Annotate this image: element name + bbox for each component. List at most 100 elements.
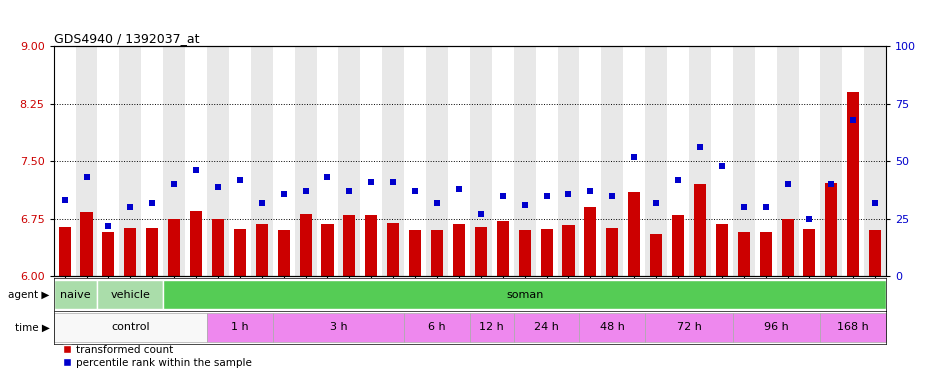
Bar xyxy=(689,46,711,276)
Bar xyxy=(711,46,733,276)
Bar xyxy=(76,46,97,276)
Bar xyxy=(798,46,820,276)
Text: 1 h: 1 h xyxy=(231,322,249,333)
Text: 3 h: 3 h xyxy=(329,322,347,333)
Bar xyxy=(755,46,777,276)
FancyBboxPatch shape xyxy=(54,313,207,342)
FancyBboxPatch shape xyxy=(163,280,886,310)
Bar xyxy=(234,229,246,276)
Point xyxy=(693,144,708,151)
Bar xyxy=(163,46,185,276)
Bar xyxy=(228,46,251,276)
Bar xyxy=(54,46,76,276)
Bar xyxy=(820,46,843,276)
Text: control: control xyxy=(111,322,150,333)
Text: 12 h: 12 h xyxy=(479,322,504,333)
Bar xyxy=(667,46,689,276)
Point xyxy=(429,200,444,206)
Point xyxy=(320,174,335,180)
Bar xyxy=(365,215,377,276)
Point xyxy=(561,190,576,197)
Bar xyxy=(142,46,163,276)
Point xyxy=(232,177,247,183)
FancyBboxPatch shape xyxy=(820,313,886,342)
Point xyxy=(648,200,663,206)
FancyBboxPatch shape xyxy=(579,313,645,342)
Point xyxy=(101,223,116,229)
Bar xyxy=(694,184,706,276)
Point xyxy=(496,193,511,199)
Bar xyxy=(562,225,574,276)
Point xyxy=(605,193,620,199)
Text: 6 h: 6 h xyxy=(428,322,446,333)
Bar xyxy=(361,46,382,276)
Point xyxy=(123,204,138,210)
FancyBboxPatch shape xyxy=(645,313,733,342)
Bar xyxy=(185,46,207,276)
Bar xyxy=(207,46,228,276)
Point xyxy=(627,154,642,160)
Point xyxy=(254,200,269,206)
Point xyxy=(780,181,795,187)
Point xyxy=(539,193,554,199)
Bar xyxy=(645,46,667,276)
Point xyxy=(298,188,313,194)
Bar xyxy=(628,192,640,276)
Point xyxy=(758,204,773,210)
Bar xyxy=(804,229,816,276)
Text: soman: soman xyxy=(506,290,543,300)
Point xyxy=(189,167,204,174)
Bar xyxy=(273,46,295,276)
Bar xyxy=(519,230,531,276)
Bar xyxy=(601,46,623,276)
Point xyxy=(386,179,401,185)
Bar xyxy=(606,228,618,276)
Point xyxy=(80,174,94,180)
Text: agent ▶: agent ▶ xyxy=(8,290,50,300)
Bar xyxy=(738,232,750,276)
Point xyxy=(211,184,226,190)
FancyBboxPatch shape xyxy=(273,313,404,342)
Point xyxy=(57,197,72,204)
Point xyxy=(364,179,378,185)
Point xyxy=(277,190,291,197)
Text: 48 h: 48 h xyxy=(600,322,624,333)
Bar xyxy=(190,211,202,276)
Bar xyxy=(119,46,142,276)
Bar xyxy=(650,234,662,276)
Point xyxy=(408,188,423,194)
Bar xyxy=(497,221,509,276)
Bar xyxy=(343,215,355,276)
Bar xyxy=(448,46,470,276)
Point xyxy=(736,204,751,210)
FancyBboxPatch shape xyxy=(404,313,470,342)
Bar xyxy=(316,46,339,276)
Point xyxy=(474,211,488,217)
Bar xyxy=(864,46,886,276)
Bar xyxy=(843,46,864,276)
Bar xyxy=(536,46,558,276)
Bar xyxy=(870,230,882,276)
Point xyxy=(145,200,160,206)
FancyBboxPatch shape xyxy=(733,313,820,342)
Text: GDS4940 / 1392037_at: GDS4940 / 1392037_at xyxy=(54,32,199,45)
Legend: transformed count, percentile rank within the sample: transformed count, percentile rank withi… xyxy=(59,341,255,372)
FancyBboxPatch shape xyxy=(470,313,513,342)
Bar xyxy=(513,46,536,276)
Bar xyxy=(339,46,361,276)
Bar xyxy=(759,232,771,276)
Text: 72 h: 72 h xyxy=(676,322,701,333)
Bar xyxy=(733,46,755,276)
FancyBboxPatch shape xyxy=(207,313,273,342)
Bar xyxy=(168,219,180,276)
Point xyxy=(517,202,532,208)
Bar xyxy=(124,228,136,276)
FancyBboxPatch shape xyxy=(97,280,163,310)
Bar xyxy=(475,227,487,276)
Point xyxy=(868,200,882,206)
Bar xyxy=(103,232,115,276)
Bar xyxy=(80,212,92,276)
Point xyxy=(166,181,181,187)
Point xyxy=(802,216,817,222)
Point xyxy=(583,188,598,194)
